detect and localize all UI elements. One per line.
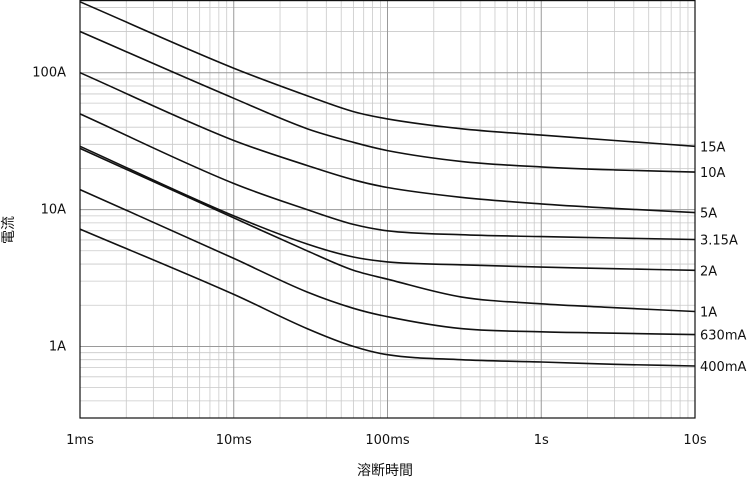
series-lines <box>79 1 696 367</box>
x-axis-title: 溶断時間 <box>357 463 413 479</box>
y-axis-title: 電流 <box>1 216 17 244</box>
series-line-3.15A <box>79 113 696 241</box>
series-line-2A <box>79 145 696 272</box>
series-line-5A <box>79 71 696 214</box>
series-label-2A: 2A <box>700 264 717 279</box>
plot-frame <box>79 0 696 419</box>
x-tick-label: 10s <box>683 433 707 448</box>
y-tick-labels: 1A 10A 100A <box>32 66 66 355</box>
series-line-15A <box>79 1 696 148</box>
y-tick-label: 1A <box>49 339 66 354</box>
series-label-10A: 10A <box>700 166 726 181</box>
series-label-5A: 5A <box>700 207 717 222</box>
series-label-400mA: 400mA <box>700 360 746 375</box>
x-tick-label: 1ms <box>66 433 94 448</box>
series-label-3.15A: 3.15A <box>700 233 738 248</box>
series-line-1A <box>79 147 696 313</box>
x-tick-label: 10ms <box>216 433 252 448</box>
series-labels: 15A 10A 5A 3.15A 2A 1A 630mA 400mA <box>700 140 746 375</box>
series-label-15A: 15A <box>700 140 726 155</box>
y-tick-label: 10A <box>41 203 67 218</box>
series-label-630mA: 630mA <box>700 329 746 344</box>
series-line-400mA <box>79 228 696 367</box>
series-line-10A <box>79 30 696 173</box>
series-label-1A: 1A <box>700 306 717 321</box>
series-line-630mA <box>79 188 696 336</box>
x-tick-label: 1s <box>534 433 549 448</box>
y-tick-label: 100A <box>32 66 66 81</box>
x-tick-labels: 1ms 10ms 100ms 1s 10s <box>66 433 707 448</box>
x-tick-label: 100ms <box>365 433 409 448</box>
